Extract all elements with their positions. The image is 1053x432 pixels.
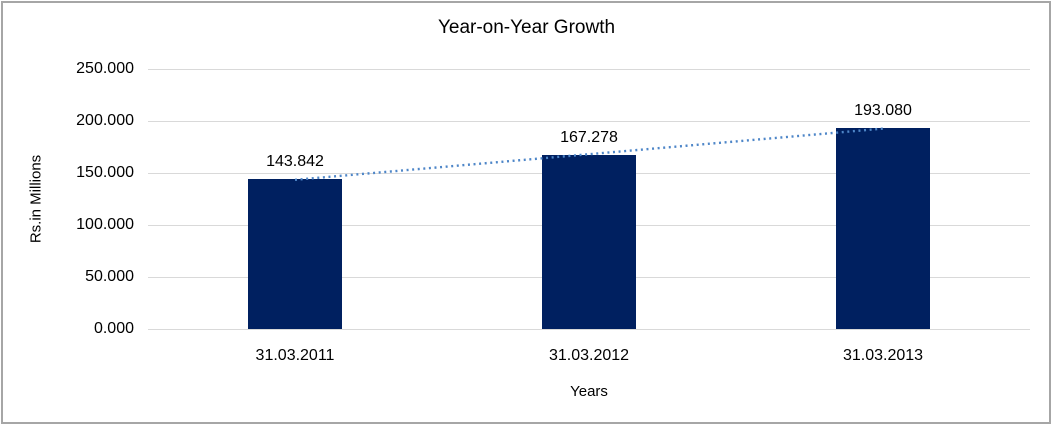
bar-31.03.2013 (836, 128, 930, 329)
y-tick-label: 0.000 (93, 320, 134, 337)
chart-title: Year-on-Year Growth (437, 17, 616, 38)
bar-value-label: 193.080 (854, 102, 912, 120)
bar-31.03.2011 (248, 179, 342, 329)
gridline (148, 328, 1030, 330)
y-tick-label: 150.000 (76, 164, 134, 181)
y-tick-label: 50.000 (85, 268, 134, 285)
x-axis-title: Years (570, 383, 608, 400)
gridline (148, 68, 1030, 70)
gridline (148, 120, 1030, 122)
y-tick-label: 200.000 (76, 112, 134, 129)
y-tick-label: 250.000 (76, 60, 134, 77)
category-label: 31.03.2013 (842, 347, 924, 364)
category-label: 31.03.2011 (255, 347, 335, 364)
bar-31.03.2012 (542, 155, 636, 329)
bar-value-label: 167.278 (560, 129, 618, 147)
category-label: 31.03.2012 (548, 347, 630, 364)
y-tick-label: 100.000 (76, 216, 134, 233)
plot-area (148, 68, 1030, 330)
bar-value-label: 143.842 (266, 153, 324, 171)
